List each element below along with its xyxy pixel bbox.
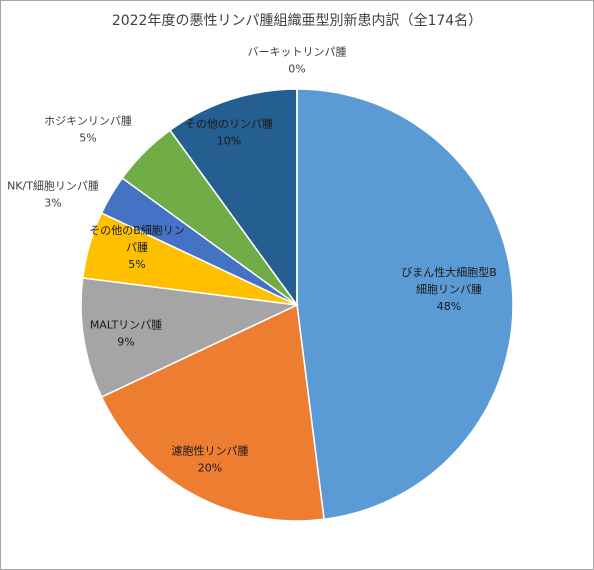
slice-4-name-label: パ腫 <box>126 240 148 254</box>
slice-6-name-label: ホジキンリンパ腫 <box>44 114 132 128</box>
slice-7-value-label: 10% <box>217 135 241 148</box>
slice-4-value-label: 5% <box>128 258 145 271</box>
slice-6-value-label: 5% <box>79 132 96 145</box>
slice-3-name-label: MALTリンパ腫 <box>90 318 162 332</box>
slice-7-name-label: その他のリンパ腫 <box>185 117 273 131</box>
slice-1-value-label: 48% <box>437 300 461 313</box>
slice-7 <box>168 88 298 308</box>
slice-4-name-label: その他のB細胞リン <box>89 224 185 237</box>
slice-5-name-label: NK/T細胞リンパ腫 <box>7 179 99 193</box>
pie-labels: びまん性大細胞型B 細胞リンパ腫 48% 濾胞性リンパ腫 20% MALTリンパ腫 9% その… <box>7 45 497 475</box>
slice-1 <box>296 88 514 521</box>
slice-3 <box>80 277 300 398</box>
pie-slices <box>80 88 514 522</box>
slice-8-name-label: バーキットリンパ腫 <box>248 45 347 59</box>
slice-8-value-label: 0% <box>288 63 305 76</box>
slice-3-value-label: 9% <box>117 336 134 349</box>
slice-5-value-label: 3% <box>44 197 61 210</box>
slice-2-name-label: 濾胞性リンパ腫 <box>172 444 249 458</box>
slice-2 <box>100 303 325 522</box>
chart-title: 2022年度の悪性リンパ腫組織亜型別新患内訳（全174名） <box>111 13 483 29</box>
slice-1-name-label: びまん性大細胞型B <box>401 265 497 279</box>
slice-2-value-label: 20% <box>198 462 222 475</box>
slice-1-name-label: 細胞リンパ腫 <box>416 282 482 296</box>
